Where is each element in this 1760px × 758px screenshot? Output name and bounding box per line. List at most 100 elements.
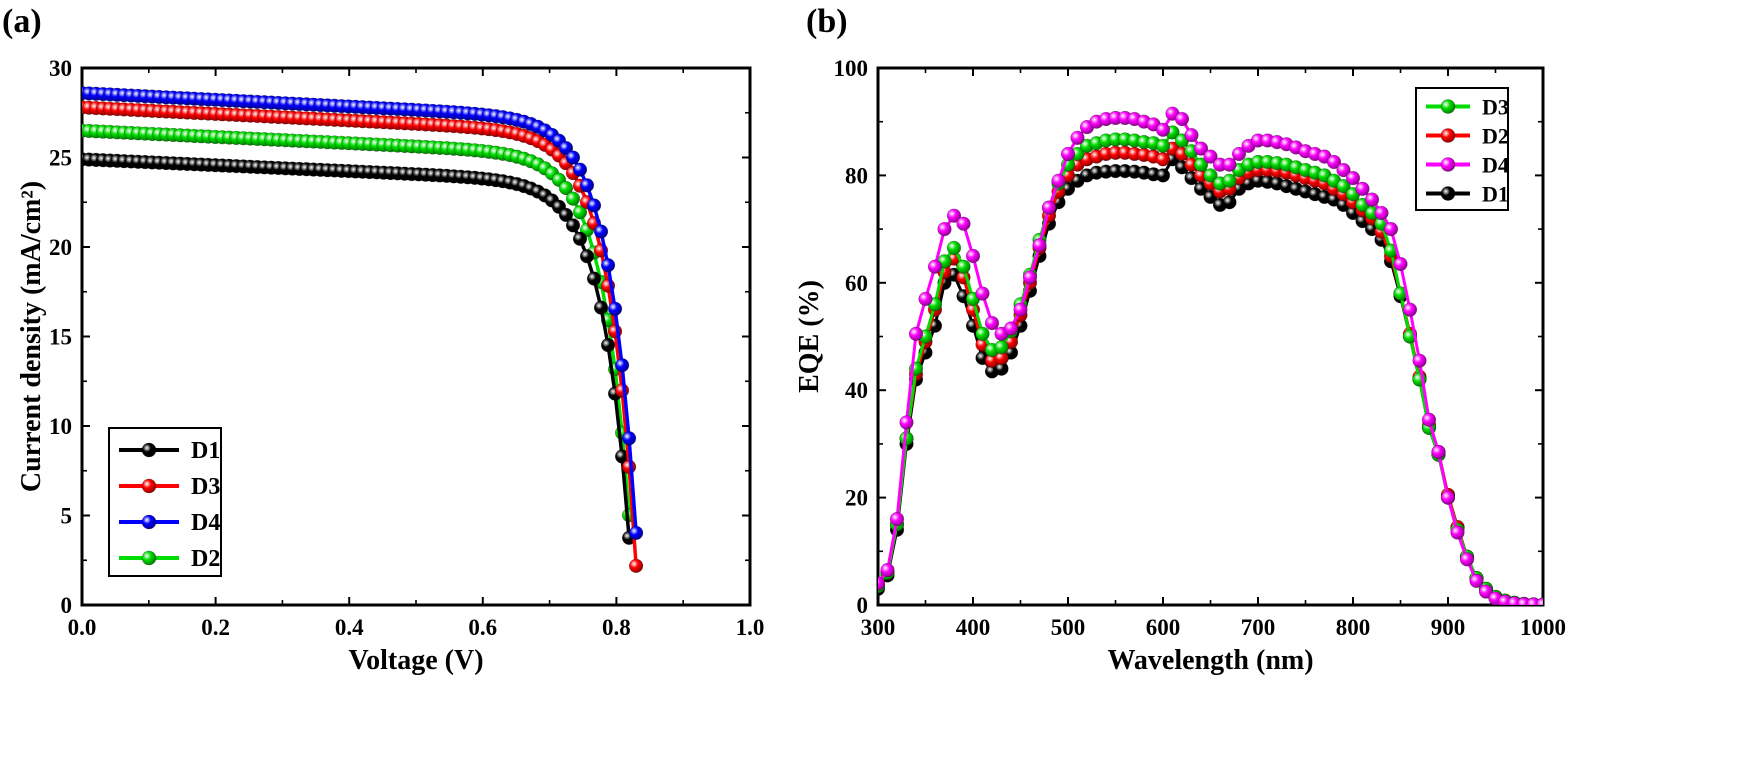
data-point <box>593 300 609 315</box>
x-tick-label: 1000 <box>1520 615 1566 640</box>
data-point <box>878 576 886 591</box>
data-point <box>899 415 914 430</box>
data-point <box>1032 238 1047 253</box>
y-tick-label: 25 <box>49 146 72 171</box>
y-tick-label: 5 <box>61 504 73 529</box>
x-tick-label: 0.4 <box>335 615 364 640</box>
y-tick-label: 30 <box>49 56 72 81</box>
data-point <box>994 340 1009 355</box>
data-point <box>586 271 602 286</box>
data-point <box>937 222 952 237</box>
data-point <box>908 326 924 341</box>
data-point <box>1155 122 1171 137</box>
data-point <box>1336 162 1351 178</box>
data-point <box>1155 152 1171 167</box>
data-point <box>1022 270 1038 285</box>
data-point <box>1231 146 1247 162</box>
data-point <box>629 525 644 540</box>
data-point <box>607 301 623 316</box>
y-tick-label: 100 <box>834 56 869 81</box>
data-point <box>1155 138 1171 153</box>
legend-box <box>108 427 222 577</box>
y-tick-label: 20 <box>49 235 72 260</box>
data-point <box>1535 597 1543 605</box>
data-point <box>1070 130 1085 145</box>
y-tick-label: 0 <box>61 593 73 618</box>
legend-marker <box>141 478 157 494</box>
data-point <box>1060 146 1076 162</box>
y-tick-label: 15 <box>49 325 72 350</box>
data-point <box>1203 168 1218 183</box>
data-point <box>889 511 905 527</box>
legend-item-d3: D3 <box>119 474 220 500</box>
data-point <box>1412 353 1427 368</box>
legend-marker <box>141 442 157 458</box>
panel-label: (b) <box>806 3 848 40</box>
x-tick-label: 1.0 <box>736 615 765 640</box>
data-point <box>1184 128 1199 143</box>
data-point <box>1402 302 1418 317</box>
x-tick-label: 0.0 <box>68 615 97 640</box>
x-tick-label: 800 <box>1336 615 1371 640</box>
x-tick-label: 500 <box>1051 615 1086 640</box>
y-tick-label: 80 <box>845 163 868 188</box>
data-point <box>1364 192 1380 207</box>
legend-marker <box>141 550 157 566</box>
data-point <box>1003 321 1019 336</box>
y-axis-title: EQE (%) <box>794 280 825 393</box>
data-point <box>614 383 630 398</box>
legend-marker <box>141 514 157 530</box>
x-tick-label: 0.8 <box>602 615 631 640</box>
data-point <box>565 150 581 165</box>
y-tick-label: 40 <box>845 378 868 403</box>
y-axis-title: Current density (mA/cm²) <box>16 181 47 492</box>
legend-label: D1 <box>191 438 220 464</box>
data-point <box>1174 111 1190 127</box>
data-point <box>572 231 588 246</box>
data-point <box>600 258 616 273</box>
data-point <box>1222 173 1237 188</box>
x-tick-label: 600 <box>1146 615 1181 640</box>
data-point <box>975 286 990 301</box>
legend-item-d2: D2 <box>1426 124 1509 149</box>
data-point <box>1421 412 1437 427</box>
series-d2 <box>878 141 1543 605</box>
x-tick-label: 300 <box>861 615 896 640</box>
legend-label: D2 <box>191 546 220 572</box>
legend-item-d3: D3 <box>1426 95 1509 120</box>
data-point <box>880 562 895 578</box>
data-point <box>1440 490 1456 505</box>
data-point <box>558 207 574 223</box>
x-tick-label: 0.2 <box>201 615 230 640</box>
data-point <box>1222 157 1237 172</box>
legend-marker <box>1440 157 1456 172</box>
data-point <box>558 180 574 196</box>
legend-label: D4 <box>1482 153 1509 178</box>
x-tick-label: 400 <box>956 615 991 640</box>
plot-area <box>82 85 644 573</box>
data-point <box>918 291 933 307</box>
data-point <box>1355 181 1370 196</box>
plot-area <box>878 106 1543 605</box>
data-point <box>614 358 630 373</box>
legend-item-d2: D2 <box>119 546 220 572</box>
series-d4 <box>82 85 644 540</box>
data-point <box>1193 157 1209 172</box>
data-point <box>572 205 588 220</box>
y-tick-label: 10 <box>49 414 72 439</box>
data-point <box>586 198 602 213</box>
legend-marker <box>1440 99 1456 114</box>
data-point <box>1203 149 1218 164</box>
legend-item-d1: D1 <box>119 438 220 464</box>
legend-marker <box>1440 128 1456 143</box>
data-point <box>1393 256 1408 272</box>
data-point <box>946 240 962 255</box>
x-tick-label: 700 <box>1241 615 1276 640</box>
data-point <box>965 248 981 264</box>
data-point <box>1469 573 1484 588</box>
legend-marker <box>1440 186 1456 201</box>
x-tick-label: 900 <box>1431 615 1466 640</box>
data-point <box>1193 141 1209 156</box>
data-point <box>629 558 644 573</box>
